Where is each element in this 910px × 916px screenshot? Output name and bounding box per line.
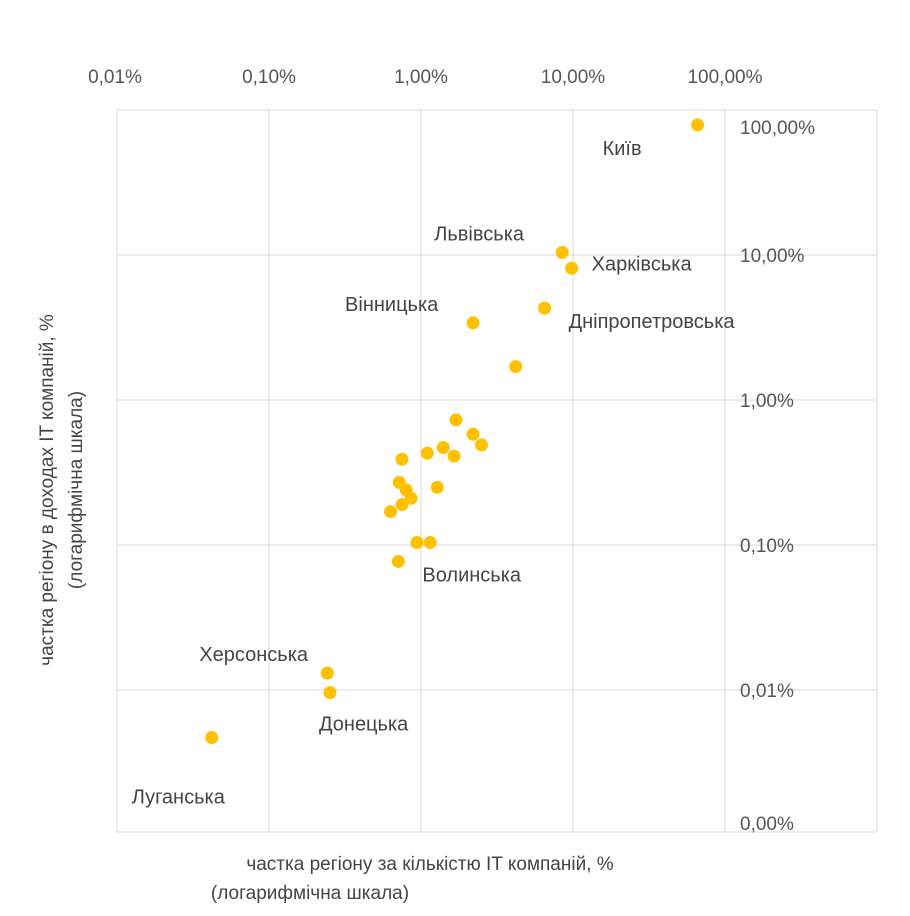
data-point: [320, 666, 334, 680]
data-point: [509, 360, 523, 374]
grid: [117, 110, 877, 832]
data-point: [466, 427, 480, 441]
y-axis-label-line2: (логарифмічна шкала): [66, 391, 87, 589]
data-point: [423, 536, 437, 550]
x-axis-label-line2: (логарифмічна шкала): [211, 883, 409, 904]
point-label: Вінницька: [345, 294, 439, 316]
x-tick-label: 0,10%: [242, 67, 296, 88]
y-tick-label: 100,00%: [740, 118, 815, 139]
x-tick-label: 1,00%: [394, 67, 448, 88]
point-label: Київ: [603, 138, 642, 160]
point-label: Херсонська: [199, 644, 309, 666]
data-point: [466, 316, 480, 330]
y-tick-label: 1,00%: [740, 391, 794, 412]
data-point: [436, 441, 450, 455]
data-point: [395, 498, 409, 512]
data-point: [410, 536, 424, 550]
x-tick-label: 0,01%: [88, 67, 142, 88]
data-point: [323, 686, 337, 700]
point-label: Волинська: [422, 564, 522, 586]
point-label: Луганська: [132, 787, 226, 809]
data-point: [430, 480, 444, 494]
data-point: [447, 449, 461, 463]
y-tick-label: 0,01%: [740, 681, 794, 702]
data-point: [474, 438, 488, 452]
data-point: [538, 301, 552, 315]
y-tick-label: 0,00%: [740, 814, 794, 835]
y-axis-label-line1: частка регіону в доходах IT компаній, %: [37, 314, 58, 666]
data-point: [205, 731, 219, 745]
x-axis-label-line1: частка регіону за кількістю IT компаній,…: [246, 854, 613, 875]
x-tick-label: 10,00%: [541, 67, 606, 88]
point-label: Донецька: [319, 714, 409, 736]
point-label: Харківська: [592, 253, 693, 275]
data-point: [420, 446, 434, 460]
data-points: [205, 118, 705, 745]
x-tick-label: 100,00%: [687, 67, 762, 88]
data-point: [383, 505, 397, 519]
y-tick-label: 10,00%: [740, 246, 805, 267]
plot-area: [116, 109, 878, 833]
data-point: [449, 413, 463, 427]
y-axis-ticks: 100,00% 10,00% 1,00% 0,10% 0,01% 0,00%: [740, 118, 815, 835]
data-labels: Київ Львівська Харківська Дніпропетровська В…: [132, 138, 736, 809]
data-point: [395, 452, 409, 466]
point-label: Львівська: [434, 224, 525, 246]
point-label: Дніпропетровська: [569, 311, 736, 333]
data-point: [555, 246, 569, 260]
data-point: [404, 491, 418, 505]
x-axis-ticks: 0,01% 0,10% 1,00% 10,00% 100,00%: [88, 67, 763, 88]
y-tick-label: 0,10%: [740, 536, 794, 557]
data-point: [565, 261, 579, 275]
data-point: [391, 554, 405, 568]
data-point: [691, 118, 705, 132]
